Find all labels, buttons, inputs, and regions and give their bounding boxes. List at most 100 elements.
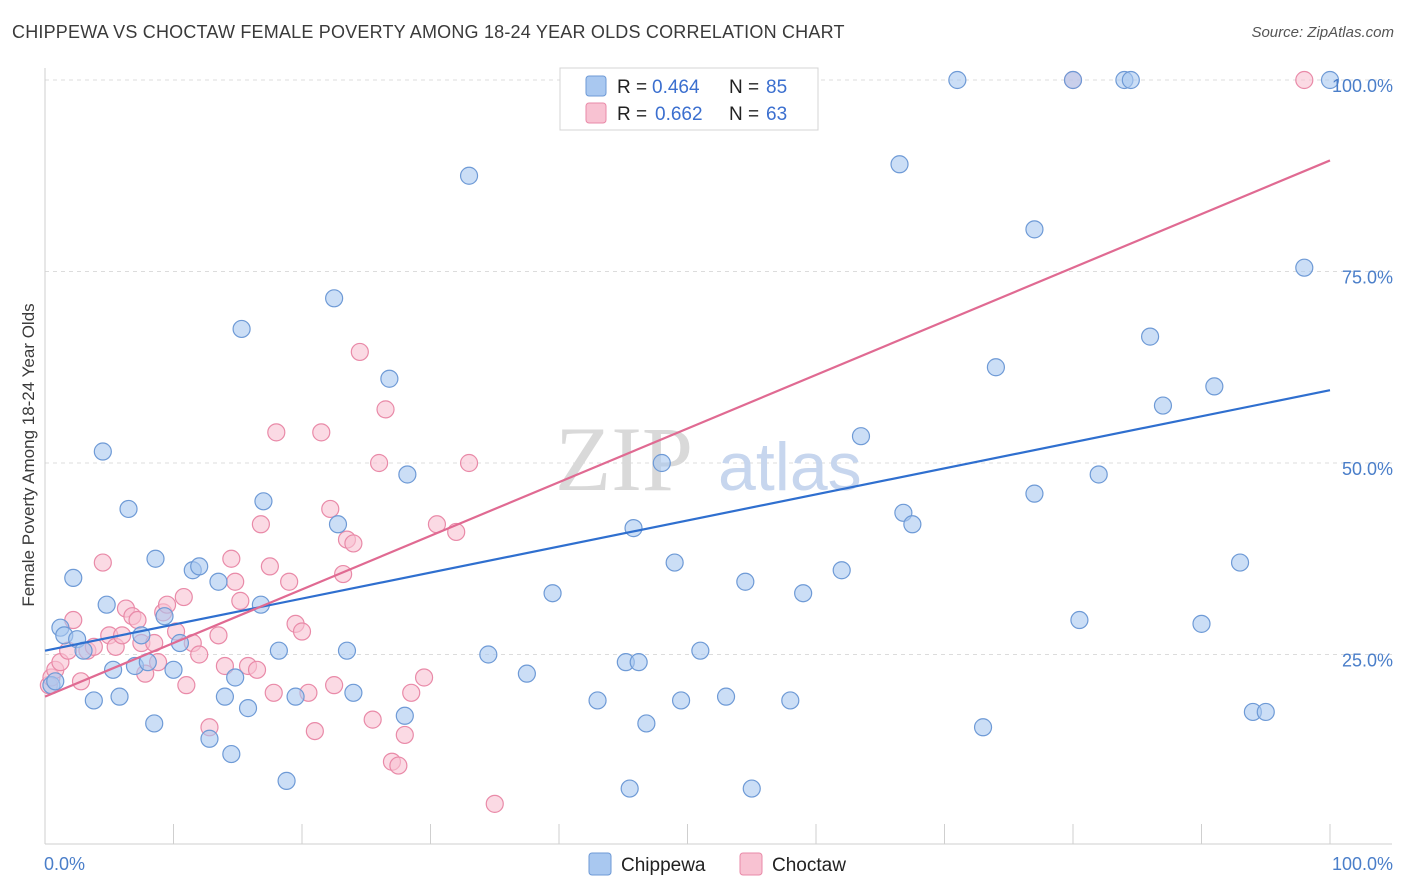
chippewa-point bbox=[325, 289, 344, 308]
choctaw-point bbox=[312, 423, 331, 442]
choctaw-point bbox=[128, 610, 147, 630]
bottom-legend-label-chippewa: Chippewa bbox=[621, 855, 706, 876]
chippewa-point bbox=[652, 453, 671, 473]
chippewa-point bbox=[1320, 70, 1340, 90]
choctaw-point bbox=[222, 549, 241, 568]
choctaw-point bbox=[305, 721, 324, 741]
choctaw-point bbox=[174, 587, 193, 607]
chippewa-point bbox=[395, 706, 414, 725]
choctaw-point bbox=[414, 668, 434, 687]
chippewa-point bbox=[344, 683, 363, 702]
chippewa-point bbox=[1140, 327, 1160, 346]
chippewa-points bbox=[42, 70, 1340, 798]
choctaw-point bbox=[344, 534, 363, 553]
choctaw-point bbox=[215, 656, 234, 676]
chippewa-point bbox=[637, 714, 656, 733]
legend-n-label-1: N = bbox=[729, 77, 759, 98]
chippewa-point bbox=[588, 691, 607, 710]
choctaw-point bbox=[363, 710, 382, 729]
choctaw-point bbox=[485, 794, 504, 813]
axes bbox=[44, 68, 1392, 845]
chippewa-point bbox=[226, 668, 245, 687]
legend-n-value-2: 63 bbox=[766, 104, 787, 125]
chippewa-point bbox=[209, 572, 228, 591]
chippewa-point bbox=[1121, 70, 1140, 90]
chippewa-point bbox=[903, 515, 922, 534]
chippewa-point bbox=[691, 641, 710, 660]
chippewa-point bbox=[1070, 610, 1089, 630]
chippewa-point bbox=[624, 519, 643, 538]
chippewa-point bbox=[254, 492, 273, 511]
choctaw-point bbox=[459, 453, 479, 473]
choctaw-point bbox=[370, 453, 389, 473]
chippewa-point bbox=[110, 687, 129, 706]
choctaw-point bbox=[321, 499, 340, 519]
chippewa-point bbox=[190, 557, 209, 576]
chippewa-point bbox=[145, 714, 164, 733]
chippewa-point bbox=[794, 584, 813, 603]
chippewa-point bbox=[890, 155, 909, 174]
chippewa-point bbox=[222, 744, 241, 764]
chippewa-point bbox=[1089, 465, 1108, 484]
chippewa-point bbox=[84, 691, 103, 710]
chippewa-point bbox=[517, 664, 536, 683]
bottom-legend-swatch-chippewa bbox=[588, 852, 612, 876]
chippewa-point bbox=[948, 70, 967, 90]
chippewa-point bbox=[1230, 553, 1250, 572]
choctaw-point bbox=[226, 572, 245, 591]
chippewa-point bbox=[671, 691, 691, 710]
chippewa-point bbox=[164, 660, 183, 679]
chippewa-point bbox=[286, 687, 305, 706]
chippewa-point bbox=[479, 645, 498, 664]
choctaw-point bbox=[325, 676, 344, 695]
chippewa-point bbox=[146, 549, 165, 568]
chippewa-point bbox=[46, 672, 65, 691]
choctaw-point bbox=[376, 400, 395, 419]
chippewa-point bbox=[986, 358, 1006, 377]
choctaw-point bbox=[395, 725, 414, 745]
choctaw-point bbox=[389, 756, 408, 775]
bottom-legend-swatch-choctaw bbox=[739, 852, 763, 876]
chippewa-point bbox=[1256, 702, 1275, 722]
y-tick-label: 75.0% bbox=[1342, 268, 1393, 288]
y-tick-label: 100.0% bbox=[1332, 76, 1393, 96]
legend-r-value-2: 0.662 bbox=[655, 104, 703, 125]
watermark: ZIP atlas bbox=[555, 408, 862, 510]
chippewa-point bbox=[398, 465, 417, 484]
chippewa-point bbox=[1025, 220, 1044, 239]
choctaw-point bbox=[292, 622, 312, 641]
legend-r-value-1: 0.464 bbox=[652, 77, 700, 98]
chippewa-point bbox=[64, 568, 83, 588]
legend-swatch-choctaw bbox=[585, 102, 607, 124]
chippewa-point bbox=[1295, 258, 1314, 277]
watermark-atlas: atlas bbox=[718, 429, 862, 505]
chart-title: CHIPPEWA VS CHOCTAW FEMALE POVERTY AMONG… bbox=[12, 22, 845, 42]
choctaw-point bbox=[260, 557, 279, 576]
trend-lines bbox=[44, 159, 1331, 698]
tick-labels: 25.0% 50.0% 75.0% 100.0% 0.0% 100.0% bbox=[44, 76, 1393, 874]
choctaw-point bbox=[231, 591, 250, 610]
choctaw-point bbox=[267, 423, 286, 442]
y-axis-title: Female Poverty Among 18-24 Year Olds bbox=[19, 303, 38, 606]
choctaw-point bbox=[1295, 70, 1314, 90]
chippewa-point bbox=[119, 499, 138, 519]
chippewa-point bbox=[665, 553, 684, 572]
chippewa-point bbox=[337, 641, 357, 660]
chippewa-point bbox=[832, 561, 851, 580]
chippewa-point bbox=[232, 319, 251, 339]
chippewa-point bbox=[215, 687, 234, 706]
chippewa-point bbox=[736, 572, 755, 591]
chippewa-point bbox=[742, 779, 761, 798]
chippewa-point bbox=[629, 653, 648, 672]
x-tick-label: 0.0% bbox=[44, 854, 85, 874]
choctaw-point bbox=[350, 342, 369, 362]
choctaw-trend-line bbox=[44, 159, 1331, 698]
chippewa-point bbox=[200, 729, 219, 748]
chippewa-point bbox=[269, 641, 288, 660]
chippewa-point bbox=[1153, 396, 1173, 415]
legend-r-label-2: R = bbox=[617, 104, 647, 125]
choctaw-point bbox=[190, 645, 209, 664]
chippewa-point bbox=[238, 699, 258, 718]
chart-source: Source: ZipAtlas.com bbox=[1251, 24, 1394, 41]
